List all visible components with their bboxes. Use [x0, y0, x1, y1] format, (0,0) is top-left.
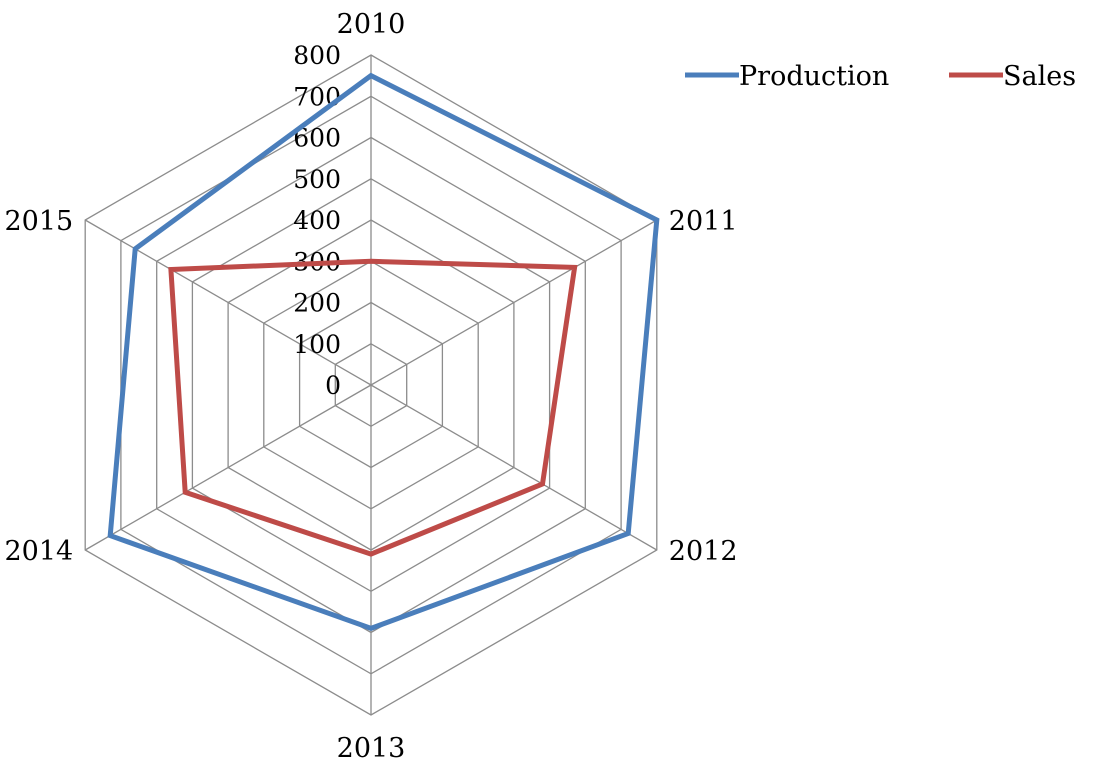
legend-item: Production: [685, 61, 889, 92]
grid-spoke: [84, 384, 372, 551]
category-label: 2015: [4, 206, 73, 237]
category-label: 2013: [337, 733, 406, 764]
tick-label: 400: [293, 206, 341, 235]
grid-spoke: [370, 384, 658, 551]
tick-label: 500: [293, 165, 341, 194]
tick-label: 200: [293, 289, 341, 318]
series-line-production: [107, 72, 660, 632]
grid-layer: [84, 54, 658, 716]
grid-spoke: [370, 219, 658, 386]
legend-label: Production: [739, 61, 889, 92]
category-label: 2012: [669, 536, 738, 567]
grid-spoke: [84, 219, 372, 386]
tick-label: 700: [293, 82, 341, 111]
tick-label: 100: [293, 330, 341, 359]
category-label: 2011: [669, 206, 738, 237]
legend-item: Sales: [949, 61, 1076, 92]
category-labels: 2010 2011 2012 2013 2014 2015: [4, 9, 737, 764]
series-line-sales: [168, 258, 578, 557]
legend: Production Sales: [685, 61, 1076, 92]
category-label: 2010: [337, 9, 406, 40]
legend-label: Sales: [1003, 61, 1076, 92]
category-label: 2014: [4, 536, 73, 567]
tick-label: 800: [293, 41, 341, 70]
tick-label: 0: [325, 371, 341, 400]
series-layer: [107, 72, 660, 632]
